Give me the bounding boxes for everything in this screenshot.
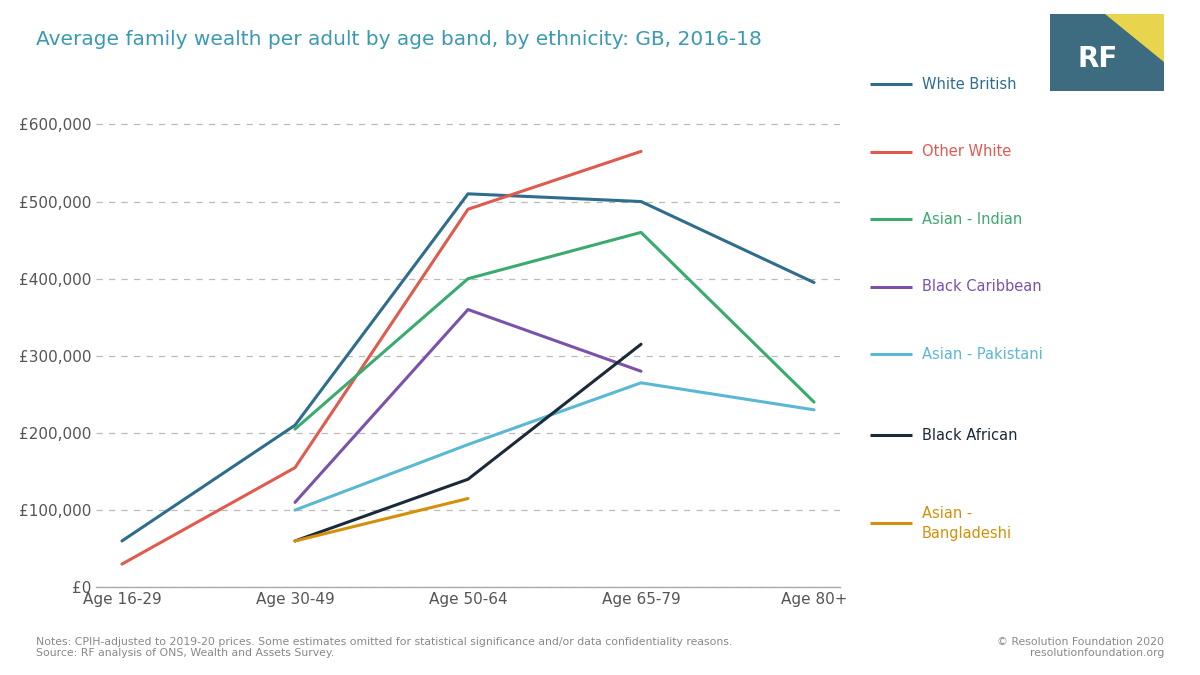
Text: © Resolution Foundation 2020
resolutionfoundation.org: © Resolution Foundation 2020 resolutionf… (997, 637, 1164, 658)
FancyBboxPatch shape (1050, 14, 1164, 91)
Text: Black African: Black African (922, 428, 1018, 443)
Text: RF: RF (1078, 45, 1118, 72)
Text: Average family wealth per adult by age band, by ethnicity: GB, 2016-18: Average family wealth per adult by age b… (36, 30, 762, 49)
Text: Asian - Pakistani: Asian - Pakistani (922, 347, 1043, 362)
Text: Other White: Other White (922, 144, 1010, 159)
Text: Asian -
Bangladeshi: Asian - Bangladeshi (922, 506, 1012, 541)
Text: Notes: CPIH-adjusted to 2019-20 prices. Some estimates omitted for statistical s: Notes: CPIH-adjusted to 2019-20 prices. … (36, 637, 732, 658)
Text: Black Caribbean: Black Caribbean (922, 279, 1042, 294)
Polygon shape (1105, 14, 1164, 61)
Text: White British: White British (922, 77, 1016, 92)
Text: Asian - Indian: Asian - Indian (922, 212, 1022, 227)
